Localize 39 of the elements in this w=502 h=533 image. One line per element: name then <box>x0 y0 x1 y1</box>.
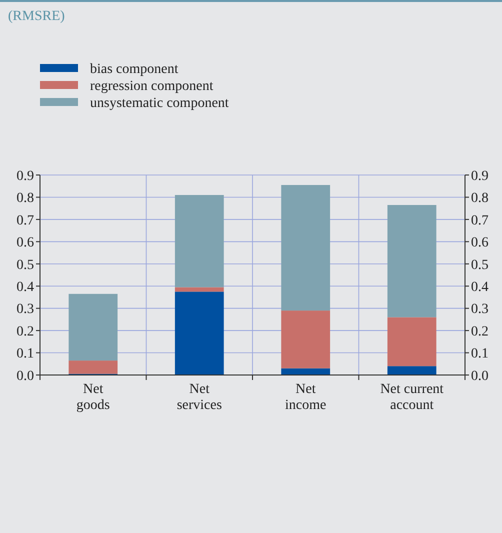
x-tick-label: Net current account <box>380 382 444 413</box>
y2-tick-label: 0.2 <box>471 324 488 340</box>
y2-tick-label: 0.4 <box>471 280 488 296</box>
y-tick-label: 0.9 <box>16 168 34 184</box>
legend-label: regression component <box>90 79 214 94</box>
chart-title: (RMSRE) <box>8 9 66 24</box>
y2-tick-label: 0.9 <box>471 168 488 184</box>
x-tick-label: Net income <box>285 382 326 413</box>
y2-tick-label: 0.5 <box>471 258 488 273</box>
bar <box>281 185 330 311</box>
y-tick-label: 0.4 <box>16 280 34 296</box>
y2-tick-label: 0.6 <box>471 236 488 251</box>
legend-label: unsystematic component <box>90 96 229 111</box>
y-tick-label: 0.8 <box>16 191 34 206</box>
bar <box>387 317 436 366</box>
y-tick-label: 0.5 <box>16 258 34 273</box>
bar <box>387 205 436 318</box>
bar <box>281 310 330 368</box>
y2-tick-label: 0.7 <box>471 213 488 228</box>
y-tick-label: 0.6 <box>16 236 34 251</box>
bar <box>281 368 330 375</box>
x-tick-label: Net services <box>176 382 222 413</box>
y-tick-label: 0.3 <box>16 302 34 318</box>
bar <box>68 360 118 374</box>
y2-tick-label: 0.3 <box>471 302 488 318</box>
bar <box>68 294 118 361</box>
y-tick-label: 0.1 <box>16 346 34 362</box>
y2-tick-label: 0.1 <box>471 346 488 362</box>
bar <box>174 287 224 292</box>
y-tick-label: 0.2 <box>16 324 34 340</box>
bar <box>174 195 224 288</box>
y-tick-label: 0.7 <box>16 213 34 228</box>
x-tick-label: Net goods <box>76 382 110 413</box>
y2-tick-label: 0.8 <box>471 191 488 206</box>
bar <box>387 366 436 375</box>
legend-label: bias component <box>90 62 178 77</box>
text: 0.0 <box>16 368 34 384</box>
bar <box>174 292 224 375</box>
text: 0.0 <box>471 368 488 384</box>
